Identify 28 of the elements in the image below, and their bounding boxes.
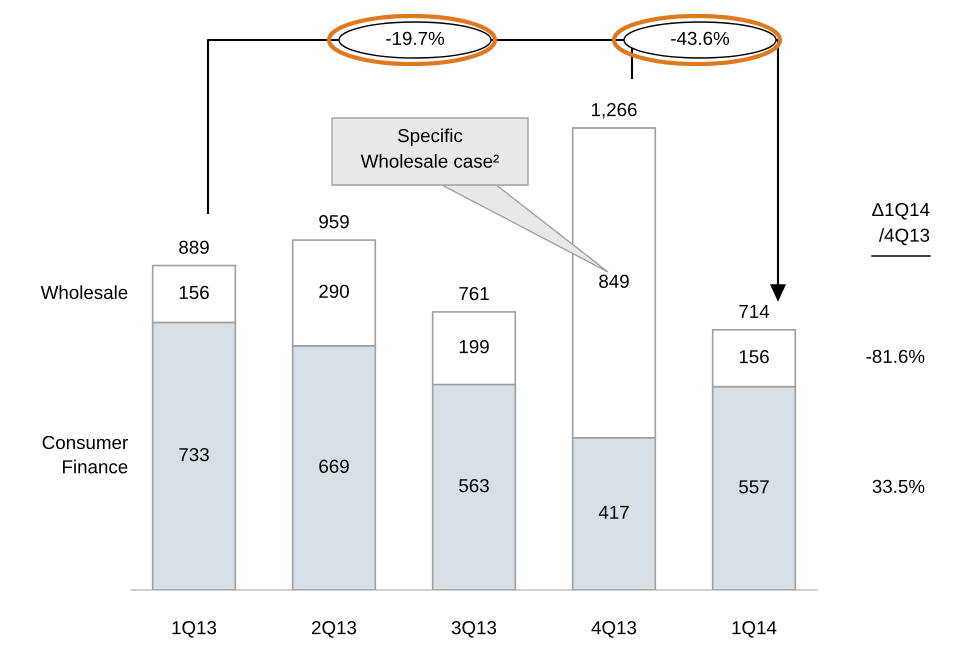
data-label: 849: [599, 274, 629, 288]
total-label: 959: [319, 215, 349, 228]
annotation: Specific Wholesale case²: [360, 128, 499, 168]
data-label: 199: [460, 340, 489, 354]
x-tick-label: 1Q14: [732, 621, 776, 638]
data-label: 733: [179, 448, 209, 462]
series-label: Consumer Finance: [42, 436, 128, 474]
total-label: 714: [739, 305, 770, 318]
data-label: 417: [598, 506, 629, 519]
text: 33.5%: [872, 480, 924, 494]
total-label: 761: [459, 286, 489, 300]
total-label: 889: [179, 240, 209, 254]
x-tick-label: 1Q13: [172, 621, 216, 638]
text: -81.6%: [866, 350, 924, 364]
data-label: 563: [459, 479, 489, 492]
x-tick-label: 3Q13: [452, 621, 496, 638]
data-label: 290: [319, 284, 349, 298]
x-tick-label: 4Q13: [592, 621, 636, 638]
x-tick-label: 2Q13: [312, 621, 356, 638]
data-label: 156: [740, 350, 769, 364]
text: -19.7%: [386, 32, 444, 46]
text: Δ1Q14 /4Q13: [872, 202, 930, 246]
total-label: 1,266: [592, 103, 637, 119]
series-label: Wholesale: [40, 285, 128, 300]
data-label: 156: [180, 286, 209, 300]
data-label: 557: [739, 480, 769, 494]
text: -43.6%: [671, 32, 730, 46]
data-label: 669: [319, 460, 349, 473]
